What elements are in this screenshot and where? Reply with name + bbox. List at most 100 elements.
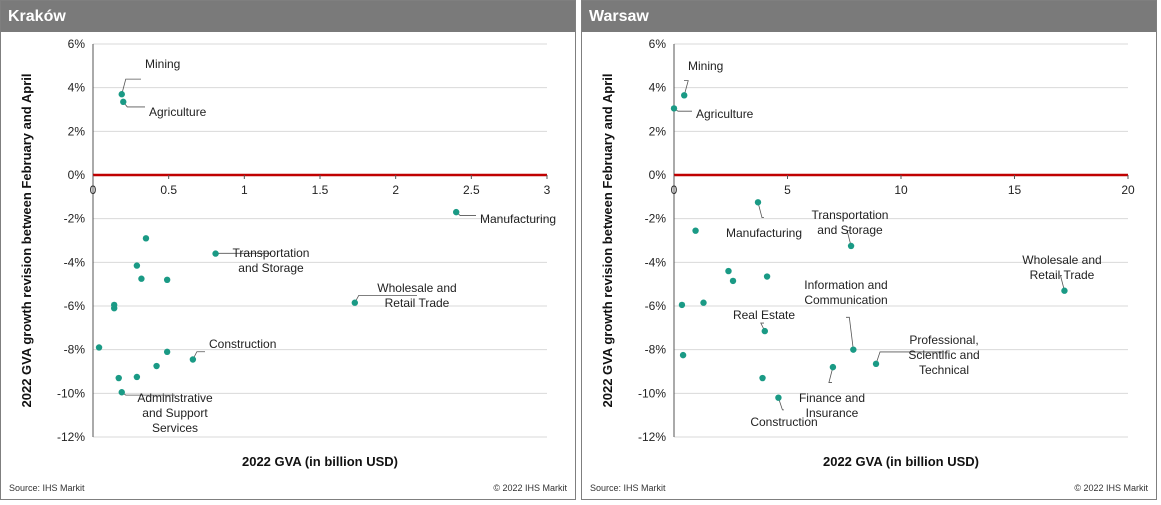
- point-annotation: Wholesale and Retail Trade: [377, 281, 456, 310]
- annotation-line: Manufacturing: [726, 226, 802, 240]
- krakow-panel-title: Kraków: [1, 1, 575, 32]
- leader-line-0: [121, 78, 141, 95]
- data-point: [95, 344, 103, 351]
- y-tick-label: 2%: [649, 124, 667, 138]
- leader-line-1: [122, 101, 145, 108]
- point-annotation: Mining: [145, 57, 180, 71]
- x-axis-title: 2022 GVA (in billion USD): [823, 454, 979, 469]
- x-tick-label: 5: [784, 183, 791, 197]
- x-tick-label: 0.5: [160, 183, 177, 197]
- y-tick-label: -12%: [638, 430, 666, 444]
- y-tick-label: 0%: [68, 168, 86, 182]
- data-point: [872, 360, 880, 368]
- point-annotation: Real Estate: [733, 308, 795, 322]
- y-tick-label: -10%: [638, 386, 666, 400]
- data-point: [120, 98, 127, 106]
- leader-line-4: [1059, 274, 1065, 291]
- y-tick-label: 4%: [68, 81, 86, 95]
- point-annotation: Construction: [209, 337, 276, 351]
- x-tick-label: 0: [90, 183, 97, 197]
- data-point: [1061, 287, 1068, 294]
- data-point: [212, 250, 219, 257]
- source-note: Source: IHS Markit: [590, 483, 666, 493]
- annotation-line: Real Estate: [733, 308, 795, 322]
- point-annotation: Agriculture: [149, 105, 207, 119]
- data-point: [133, 262, 141, 269]
- point-annotation: Wholesale and Retail Trade: [1022, 253, 1101, 282]
- data-point: [847, 242, 855, 250]
- annotation-line: Information and: [804, 278, 887, 292]
- point-annotation: Mining: [688, 59, 723, 73]
- data-point: [850, 346, 857, 353]
- copyright-note: © 2022 IHS Markit: [1074, 483, 1148, 493]
- x-tick-label: 20: [1121, 183, 1135, 197]
- data-point: [761, 327, 768, 335]
- x-axis-title: 2022 GVA (in billion USD): [242, 454, 398, 469]
- data-point: [681, 92, 688, 99]
- data-point: [678, 301, 686, 309]
- y-tick-label: -8%: [64, 343, 86, 357]
- x-tick-label: 15: [1008, 183, 1022, 197]
- data-point: [763, 273, 771, 280]
- data-point: [670, 105, 678, 112]
- annotation-line: Technical: [919, 363, 969, 377]
- y-tick-label: -6%: [645, 299, 667, 313]
- point-annotation: Manufacturing: [480, 212, 556, 226]
- krakow-panel: Kraków -12% -10% -8% -6% -4% -2% 0% 2% 4% 6% 0 0.5 1…: [0, 0, 576, 500]
- y-tick-label: -10%: [57, 386, 85, 400]
- data-point: [700, 299, 707, 306]
- annotation-line: and Support: [142, 406, 208, 420]
- annotation-line: Transportation: [812, 208, 889, 222]
- annotation-line: Manufacturing: [480, 212, 556, 226]
- point-annotation: Manufacturing: [726, 226, 802, 240]
- annotation-line: Agriculture: [149, 105, 207, 119]
- annotation-line: and Storage: [817, 223, 883, 237]
- data-point: [115, 374, 122, 382]
- annotation-line: Mining: [145, 57, 180, 71]
- source-note: Source: IHS Markit: [9, 483, 85, 493]
- annotation-line: Scientific and: [908, 348, 979, 362]
- y-tick-label: -6%: [64, 299, 86, 313]
- data-point: [679, 351, 687, 359]
- point-annotation: Information and Communication: [804, 278, 887, 307]
- annotation-line: Professional,: [909, 333, 978, 347]
- y-axis-title: 2022 GVA growth revision between Februar…: [19, 74, 34, 408]
- data-point: [163, 348, 171, 356]
- annotation-line: Wholesale and: [1022, 253, 1101, 267]
- warsaw-panel: Warsaw -12% -10% -8% -6% -4% -2% 0% 2% 4% 6% 0 5 10 1…: [581, 0, 1157, 500]
- data-point: [153, 362, 160, 370]
- annotation-line: Construction: [209, 337, 276, 351]
- data-point: [118, 91, 125, 98]
- data-point: [829, 363, 837, 371]
- annotation-line: Construction: [750, 415, 817, 429]
- data-point: [759, 374, 766, 382]
- point-annotation: Construction: [750, 415, 817, 429]
- warsaw-panel-title: Warsaw: [582, 1, 1156, 32]
- krakow-chart: -12% -10% -8% -6% -4% -2% 0% 2% 4% 6% 0 0.5 1 1.5 2 2.5…: [9, 37, 567, 493]
- y-tick-label: -4%: [645, 255, 667, 269]
- data-point: [725, 267, 732, 275]
- leader-line-7: [875, 351, 944, 364]
- leader-line-6: [846, 316, 854, 350]
- x-tick-label: 0: [671, 183, 678, 197]
- data-point: [351, 299, 359, 306]
- annotation-line: and Storage: [238, 261, 304, 275]
- y-tick-label: 6%: [649, 37, 667, 51]
- y-tick-label: -4%: [64, 255, 86, 269]
- annotation-line: Administrative: [137, 391, 213, 405]
- data-point: [692, 227, 699, 234]
- warsaw-chart: -12% -10% -8% -6% -4% -2% 0% 2% 4% 6% 0 5 10 15 20 2022…: [590, 37, 1148, 493]
- annotation-line: Mining: [688, 59, 723, 73]
- data-point: [189, 356, 197, 363]
- annotation-line: Services: [152, 421, 198, 435]
- y-tick-label: 6%: [68, 37, 86, 51]
- y-tick-label: 4%: [649, 81, 667, 95]
- x-tick-label: 1: [241, 183, 248, 197]
- leader-line-0: [683, 80, 689, 96]
- annotation-line: Transportation: [233, 246, 310, 260]
- point-annotation: Transportation and Storage: [812, 208, 889, 237]
- data-point: [163, 276, 171, 283]
- x-tick-label: 2: [392, 183, 399, 197]
- copyright-note: © 2022 IHS Markit: [493, 483, 567, 493]
- x-tick-label: 1.5: [312, 183, 329, 197]
